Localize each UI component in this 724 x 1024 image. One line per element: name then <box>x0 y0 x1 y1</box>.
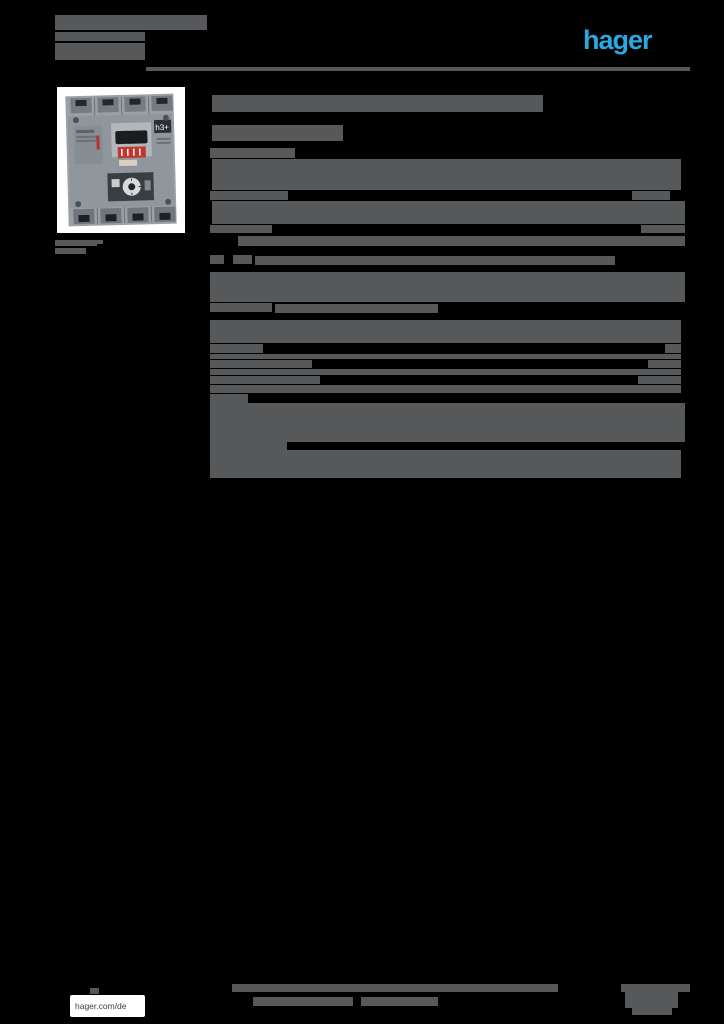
spec-table-line <box>638 376 681 384</box>
spec-table-line <box>255 256 615 265</box>
footer-text-line <box>232 984 558 992</box>
spec-table-line <box>210 394 248 403</box>
product-image-box: h3+ <box>57 87 185 233</box>
header-title-line <box>55 32 145 41</box>
hager-logo: hager <box>583 25 653 55</box>
product-caption-line <box>97 240 103 244</box>
spec-table-line <box>275 304 438 313</box>
spec-table-line <box>210 303 272 312</box>
footer-text-line <box>621 984 690 992</box>
spec-table-line <box>212 201 685 224</box>
doc-title-bar <box>212 95 543 112</box>
header-title-line <box>55 15 207 30</box>
spec-table-line <box>210 385 681 393</box>
spec-table-line <box>210 450 681 478</box>
footer-text-line <box>632 1008 672 1015</box>
spec-table-line <box>210 320 681 343</box>
breaker-photo: h3+ <box>65 93 177 227</box>
spec-table-line <box>210 148 295 158</box>
spec-table-line <box>210 272 685 302</box>
spec-table-line <box>210 376 320 384</box>
spec-table-line <box>210 369 681 375</box>
spec-table-line <box>641 225 685 233</box>
spec-table-line <box>665 344 681 353</box>
product-caption-line <box>55 240 97 246</box>
spec-table-line <box>632 191 670 200</box>
footer-text-line <box>625 989 678 1008</box>
product-caption-line <box>55 248 86 254</box>
spec-table-line <box>210 403 685 442</box>
spec-table-line <box>648 360 681 368</box>
spec-table-line <box>233 255 252 264</box>
header-divider <box>146 67 690 71</box>
section-subheading-bar <box>212 125 343 141</box>
footer-text-line <box>90 988 99 994</box>
spec-table-line <box>210 191 288 200</box>
spec-table-line <box>210 354 681 359</box>
footer-website-link[interactable]: hager.com/de <box>70 995 145 1017</box>
footer-text-line <box>253 997 353 1006</box>
footer-text-line <box>361 997 438 1006</box>
spec-table-line <box>210 225 272 233</box>
svg-text:h3+: h3+ <box>155 123 169 132</box>
spec-table-line <box>212 159 681 190</box>
header-title-line <box>55 43 145 60</box>
spec-table-line <box>238 236 685 246</box>
spec-table-line <box>210 442 287 450</box>
spec-table-line <box>210 360 312 368</box>
spec-table-line <box>210 255 224 264</box>
spec-table-line <box>210 344 263 353</box>
